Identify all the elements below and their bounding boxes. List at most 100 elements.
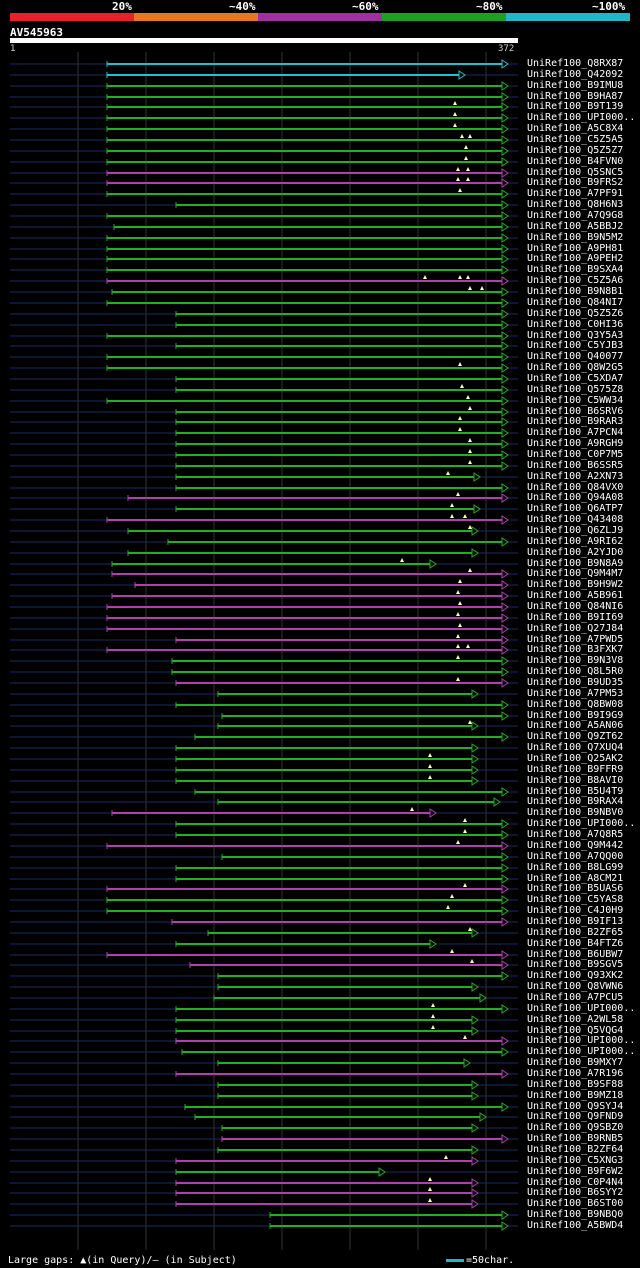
hit-label[interactable]: UniRef100_B9F6W2: [527, 1166, 624, 1177]
hit-label[interactable]: UniRef100_B9N5M2: [527, 232, 624, 243]
hit-label[interactable]: UniRef100_Q94A08: [527, 492, 624, 503]
hit-label[interactable]: UniRef100_A7QQ00: [527, 851, 624, 862]
hit-row[interactable]: [10, 298, 518, 308]
hit-row[interactable]: [10, 894, 518, 905]
hit-label[interactable]: UniRef100_B9UD35: [527, 677, 624, 688]
hit-row[interactable]: [10, 829, 518, 840]
hit-label[interactable]: UniRef100_A5AN06: [527, 720, 624, 731]
hit-row[interactable]: [10, 275, 518, 286]
hit-row[interactable]: [10, 188, 518, 199]
hit-label[interactable]: UniRef100_Q9FND9: [527, 1111, 624, 1122]
hit-label[interactable]: UniRef100_B4FTZ6: [527, 938, 624, 949]
hit-row[interactable]: [10, 471, 518, 482]
hit-label[interactable]: UniRef100_Q575Z8: [527, 384, 624, 395]
hit-row[interactable]: [10, 395, 518, 406]
hit-row[interactable]: [10, 917, 518, 927]
hit-label[interactable]: UniRef100_Q5Z5Z7: [527, 145, 624, 156]
hit-row[interactable]: [10, 775, 518, 786]
hit-label[interactable]: UniRef100_B8AVI0: [527, 775, 624, 786]
hit-row[interactable]: [10, 807, 518, 818]
hit-row[interactable]: [10, 233, 518, 243]
hit-label[interactable]: UniRef100_B9SGV5: [527, 959, 624, 970]
hit-row[interactable]: [10, 427, 518, 438]
hit-row[interactable]: [10, 309, 518, 319]
hit-label[interactable]: UniRef100_B6SRV6: [527, 406, 624, 417]
hit-label[interactable]: UniRef100_Q9SYJ4: [527, 1101, 624, 1112]
hit-row[interactable]: [10, 579, 518, 590]
hit-label[interactable]: UniRef100_A2XN73: [527, 471, 624, 482]
hit-row[interactable]: [10, 982, 518, 992]
hit-row[interactable]: [10, 320, 518, 330]
hit-label[interactable]: UniRef100_C0P4N4: [527, 1177, 624, 1188]
hit-label[interactable]: UniRef100_Q84NI7: [527, 297, 624, 308]
hit-label[interactable]: UniRef100_A5C8X4: [527, 123, 624, 134]
hit-label[interactable]: UniRef100_Q25AK2: [527, 753, 624, 764]
hit-row[interactable]: [10, 222, 518, 232]
hit-row[interactable]: [10, 1091, 518, 1101]
hit-label[interactable]: UniRef100_C4J0H9: [527, 905, 624, 916]
hit-label[interactable]: UniRef100_B9RNB5: [527, 1133, 624, 1144]
hit-row[interactable]: [10, 1221, 518, 1231]
hit-row[interactable]: [10, 416, 518, 427]
hit-label[interactable]: UniRef100_UPI000..: [527, 1035, 636, 1046]
hit-label[interactable]: UniRef100_B9SXA4: [527, 264, 624, 275]
hit-label[interactable]: UniRef100_A7PCN4: [527, 427, 624, 438]
hit-label[interactable]: UniRef100_A7Q8R5: [527, 829, 624, 840]
hit-row[interactable]: [10, 764, 518, 775]
hit-label[interactable]: UniRef100_A5BBJ2: [527, 221, 624, 232]
hit-row[interactable]: [10, 254, 518, 264]
hit-row[interactable]: [10, 655, 518, 666]
hit-row[interactable]: [10, 483, 518, 493]
hit-label[interactable]: UniRef100_B9N8B1: [527, 286, 624, 297]
hit-label[interactable]: UniRef100_B9T139: [527, 101, 624, 112]
hit-label[interactable]: UniRef100_B9H9W2: [527, 579, 624, 590]
hit-row[interactable]: [10, 568, 518, 579]
hit-row[interactable]: [10, 548, 518, 558]
hit-row[interactable]: [10, 167, 518, 178]
hit-label[interactable]: UniRef100_B8LG99: [527, 862, 624, 873]
hit-label[interactable]: UniRef100_A8CM21: [527, 873, 624, 884]
hit-row[interactable]: [10, 677, 518, 688]
hit-row[interactable]: [10, 743, 518, 753]
hit-row[interactable]: [10, 667, 518, 677]
hit-label[interactable]: UniRef100_Q9SBZ0: [527, 1122, 624, 1133]
hit-label[interactable]: UniRef100_B9MZ18: [527, 1090, 624, 1101]
hit-row[interactable]: [10, 134, 518, 145]
hit-row[interactable]: [10, 818, 518, 829]
hit-row[interactable]: [10, 1080, 518, 1090]
hit-row[interactable]: [10, 92, 518, 102]
hit-row[interactable]: [10, 1102, 518, 1112]
hit-row[interactable]: [10, 644, 518, 655]
hit-row[interactable]: [10, 874, 518, 884]
hit-row[interactable]: [10, 601, 518, 612]
hit-row[interactable]: [10, 797, 518, 807]
hit-label[interactable]: UniRef100_Q84VX0: [527, 482, 624, 493]
hit-label[interactable]: UniRef100_Q9M4M7: [527, 568, 624, 579]
hit-label[interactable]: UniRef100_Q42092: [527, 69, 624, 80]
hit-row[interactable]: [10, 949, 518, 960]
hit-row[interactable]: [10, 612, 518, 623]
hit-row[interactable]: [10, 720, 518, 731]
hit-row[interactable]: [10, 514, 518, 525]
hit-label[interactable]: UniRef100_B9N8A9: [527, 558, 624, 569]
hit-label[interactable]: UniRef100_B6SYY2: [527, 1187, 624, 1198]
hit-row[interactable]: [10, 1167, 518, 1177]
hit-label[interactable]: UniRef100_A9RI62: [527, 536, 624, 547]
hit-row[interactable]: [10, 1210, 518, 1220]
hit-row[interactable]: [10, 101, 518, 112]
hit-row[interactable]: [10, 971, 518, 981]
hit-label[interactable]: UniRef100_B9HA87: [527, 91, 624, 102]
hit-label[interactable]: UniRef100_A2YJD0: [527, 547, 624, 558]
hit-label[interactable]: UniRef100_A9RGH9: [527, 438, 624, 449]
hit-label[interactable]: UniRef100_Q6ZLJ9: [527, 525, 624, 536]
hit-row[interactable]: [10, 70, 518, 80]
hit-row[interactable]: [10, 352, 518, 362]
hit-row[interactable]: [10, 840, 518, 851]
hit-label[interactable]: UniRef100_Q5VQG4: [527, 1025, 624, 1036]
hit-row[interactable]: [10, 537, 518, 547]
hit-row[interactable]: [10, 200, 518, 210]
hit-row[interactable]: [10, 623, 518, 634]
hit-label[interactable]: UniRef100_Q93XK2: [527, 970, 624, 981]
hit-label[interactable]: UniRef100_A9PH81: [527, 243, 624, 254]
hit-label[interactable]: UniRef100_C5YJB3: [527, 340, 624, 351]
